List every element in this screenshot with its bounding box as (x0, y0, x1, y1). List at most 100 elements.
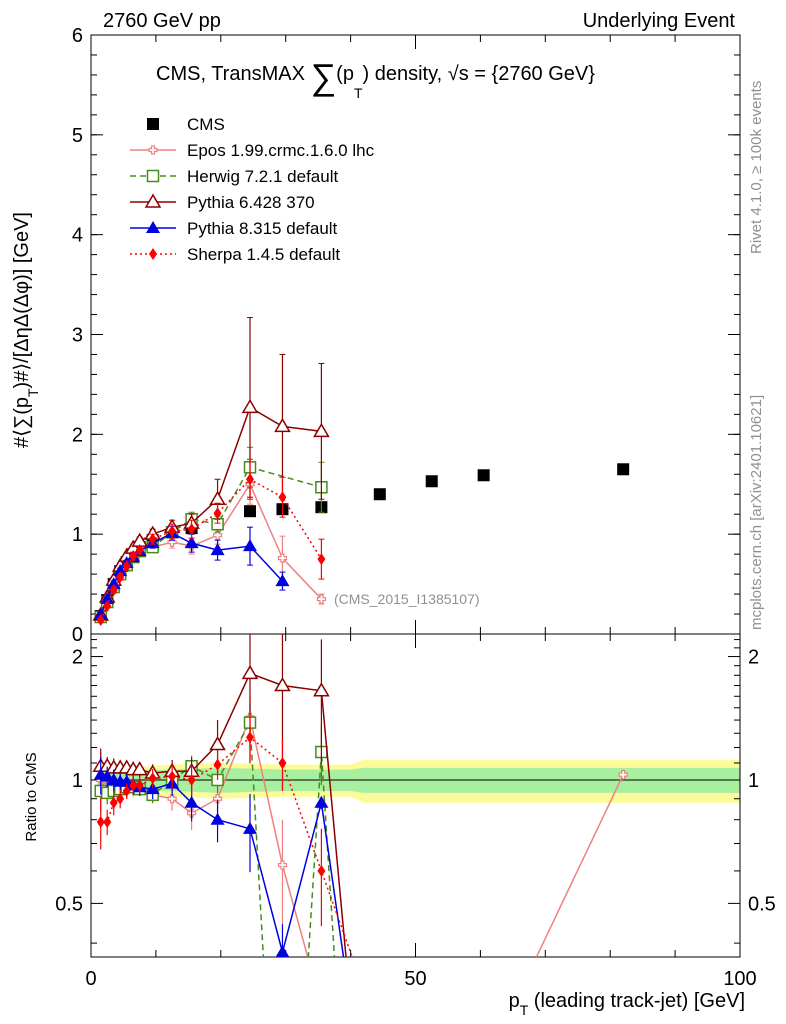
ratio-point (116, 792, 125, 805)
ratio-point (278, 756, 287, 769)
legend-marker (144, 193, 162, 208)
y-tick-label: 1 (72, 524, 83, 546)
data-point (106, 577, 121, 590)
data-point (135, 544, 144, 557)
ratio-epos-1-99-crmc-1-6-0-lhc (96, 695, 628, 957)
data-point (122, 560, 131, 573)
data-point (187, 523, 196, 536)
ratio-point (210, 812, 225, 825)
ratio-point (317, 864, 326, 877)
ratio-point (122, 784, 131, 797)
ratio-tick-label-right: 0.5 (748, 893, 776, 915)
data-point (241, 398, 259, 414)
legend-label: Pythia 6.428 370 (187, 193, 315, 212)
legend-label: Herwig 7.2.1 default (187, 167, 338, 186)
ratio-point (103, 815, 112, 828)
ratio-point (129, 779, 138, 792)
ratio-point (145, 782, 160, 795)
y-tick-label: 0 (72, 624, 83, 646)
legend-marker (147, 118, 159, 130)
data-point (210, 543, 225, 556)
y-tick-label: 3 (72, 325, 83, 347)
x-tick-label: 0 (85, 968, 96, 990)
data-point (213, 507, 222, 520)
legend-item: Epos 1.99.crmc.1.6.0 lhc (130, 141, 375, 160)
data-point (313, 422, 330, 438)
ratio-point (148, 772, 157, 785)
ratio-point (277, 860, 288, 870)
data-point (278, 491, 287, 504)
legend-label: CMS (187, 115, 225, 134)
ratio-point (274, 676, 291, 692)
chart-title: CMS, TransMAX ∑(pT) density, √s = {2760 … (156, 56, 595, 101)
legend-item: Herwig 7.2.1 default (130, 167, 338, 186)
legend-label: Sherpa 1.4.5 default (187, 245, 340, 264)
data-point (425, 475, 438, 488)
ratio-point (168, 770, 177, 783)
ratio-tick-label: 0.5 (55, 893, 83, 915)
data-point (373, 488, 386, 501)
ratio-point (241, 664, 259, 680)
ratio-point (314, 795, 329, 808)
y-tick-label: 6 (72, 25, 83, 47)
series-layer (92, 317, 630, 957)
series-pythia-8-315-default (93, 525, 290, 621)
data-point (244, 505, 257, 518)
ratio-point (184, 795, 199, 808)
data-point (212, 530, 223, 540)
data-point (184, 536, 199, 549)
x-tick-label: 100 (723, 968, 756, 990)
ratio-tick-label: 2 (72, 647, 83, 669)
y-tick-label: 4 (72, 225, 83, 247)
ratio-sherpa-1-4-5-default (96, 715, 354, 957)
y-tick-label: 2 (72, 424, 83, 446)
data-point (113, 564, 128, 577)
analysis-label: (CMS_2015_I1385107) (334, 591, 480, 607)
x-tick-label: 50 (404, 968, 426, 990)
header-left: 2760 GeV pp (103, 10, 221, 32)
series-pythia-6-428-370 (92, 317, 330, 621)
ratio-tick-label-right: 1 (748, 770, 759, 792)
ratio-point (131, 761, 148, 776)
data-point (477, 469, 490, 482)
y-axis-label: #⟨∑(pT)#⟩/[ΔηΔ(Δφ)] [GeV] (11, 212, 41, 448)
data-point (316, 594, 326, 604)
ratio-tick-label-right: 2 (748, 647, 759, 669)
ratio-point (313, 682, 330, 697)
ratio-point (209, 736, 226, 751)
data-point (100, 592, 115, 605)
series-herwig-7-2-1-default (94, 446, 328, 624)
ratio-point (213, 758, 222, 771)
data-point (96, 614, 105, 627)
data-point (168, 525, 177, 538)
data-point (317, 553, 326, 566)
legend-item: Pythia 8.315 default (130, 219, 338, 238)
ratio-tick-label: 1 (72, 770, 83, 792)
ratio-point (275, 945, 290, 957)
rivet-label: Rivet 4.1.0, ≥ 100k events (748, 81, 765, 254)
data-point (109, 584, 118, 597)
data-point (129, 550, 138, 563)
legend-marker (146, 169, 160, 183)
ratio-line (100, 773, 345, 957)
legend-marker (149, 248, 157, 260)
ratio-pythia-6-428-370 (92, 634, 347, 957)
y-tick-label: 5 (72, 125, 83, 147)
series-sherpa-1-4-5-default (96, 458, 326, 627)
data-point (243, 539, 258, 552)
legend-item: Sherpa 1.4.5 default (130, 245, 340, 264)
x-axis-label: pT (leading track-jet) [GeV] (509, 990, 745, 1018)
ratio-point (187, 773, 196, 786)
legend-item: Pythia 6.428 370 (130, 193, 315, 212)
data-point (148, 533, 157, 546)
ratio-point (135, 779, 144, 792)
legend: CMS Epos 1.99.crmc.1.6.0 lhc Herwig 7.2.1 … (130, 115, 375, 264)
legend-marker (148, 145, 158, 155)
data-point (116, 571, 125, 584)
data-point (274, 417, 291, 433)
legend-label: Pythia 8.315 default (187, 219, 338, 238)
data-point (103, 600, 112, 613)
legend-label: Epos 1.99.crmc.1.6.0 lhc (187, 141, 375, 160)
